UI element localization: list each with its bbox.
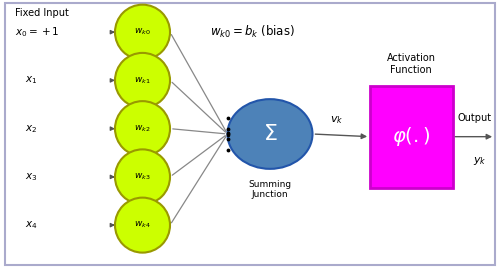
Ellipse shape xyxy=(115,149,170,204)
Text: $\mathit{w_{k0}=b_k}$ (bias): $\mathit{w_{k0}=b_k}$ (bias) xyxy=(210,24,295,40)
Text: $\varphi(.)$: $\varphi(.)$ xyxy=(392,125,430,148)
Text: Activation
Function: Activation Function xyxy=(387,53,436,75)
Text: $x_1$: $x_1$ xyxy=(25,75,38,86)
Text: $w_{k1}$: $w_{k1}$ xyxy=(134,75,151,86)
Ellipse shape xyxy=(228,99,312,169)
Text: $\Sigma$: $\Sigma$ xyxy=(262,124,278,144)
Text: $x_0 = +1$: $x_0 = +1$ xyxy=(15,25,60,39)
Ellipse shape xyxy=(115,101,170,156)
Text: $v_k$: $v_k$ xyxy=(330,114,343,126)
Text: $w_{k2}$: $w_{k2}$ xyxy=(134,123,150,134)
Text: $x_2$: $x_2$ xyxy=(25,123,37,135)
Text: $y_k$: $y_k$ xyxy=(472,155,486,168)
Text: $x_4$: $x_4$ xyxy=(25,219,38,231)
Ellipse shape xyxy=(115,53,170,108)
Text: $w_{k0}$: $w_{k0}$ xyxy=(134,27,151,38)
Ellipse shape xyxy=(115,198,170,253)
FancyBboxPatch shape xyxy=(5,3,495,265)
Text: Summing
Junction: Summing Junction xyxy=(248,180,292,199)
Ellipse shape xyxy=(115,5,170,60)
Text: $w_{k4}$: $w_{k4}$ xyxy=(134,220,151,230)
Text: Output: Output xyxy=(458,113,492,123)
Text: $w_{k3}$: $w_{k3}$ xyxy=(134,172,150,182)
Text: Fixed Input: Fixed Input xyxy=(15,8,69,18)
Text: $x_3$: $x_3$ xyxy=(25,171,38,183)
FancyBboxPatch shape xyxy=(370,86,452,188)
